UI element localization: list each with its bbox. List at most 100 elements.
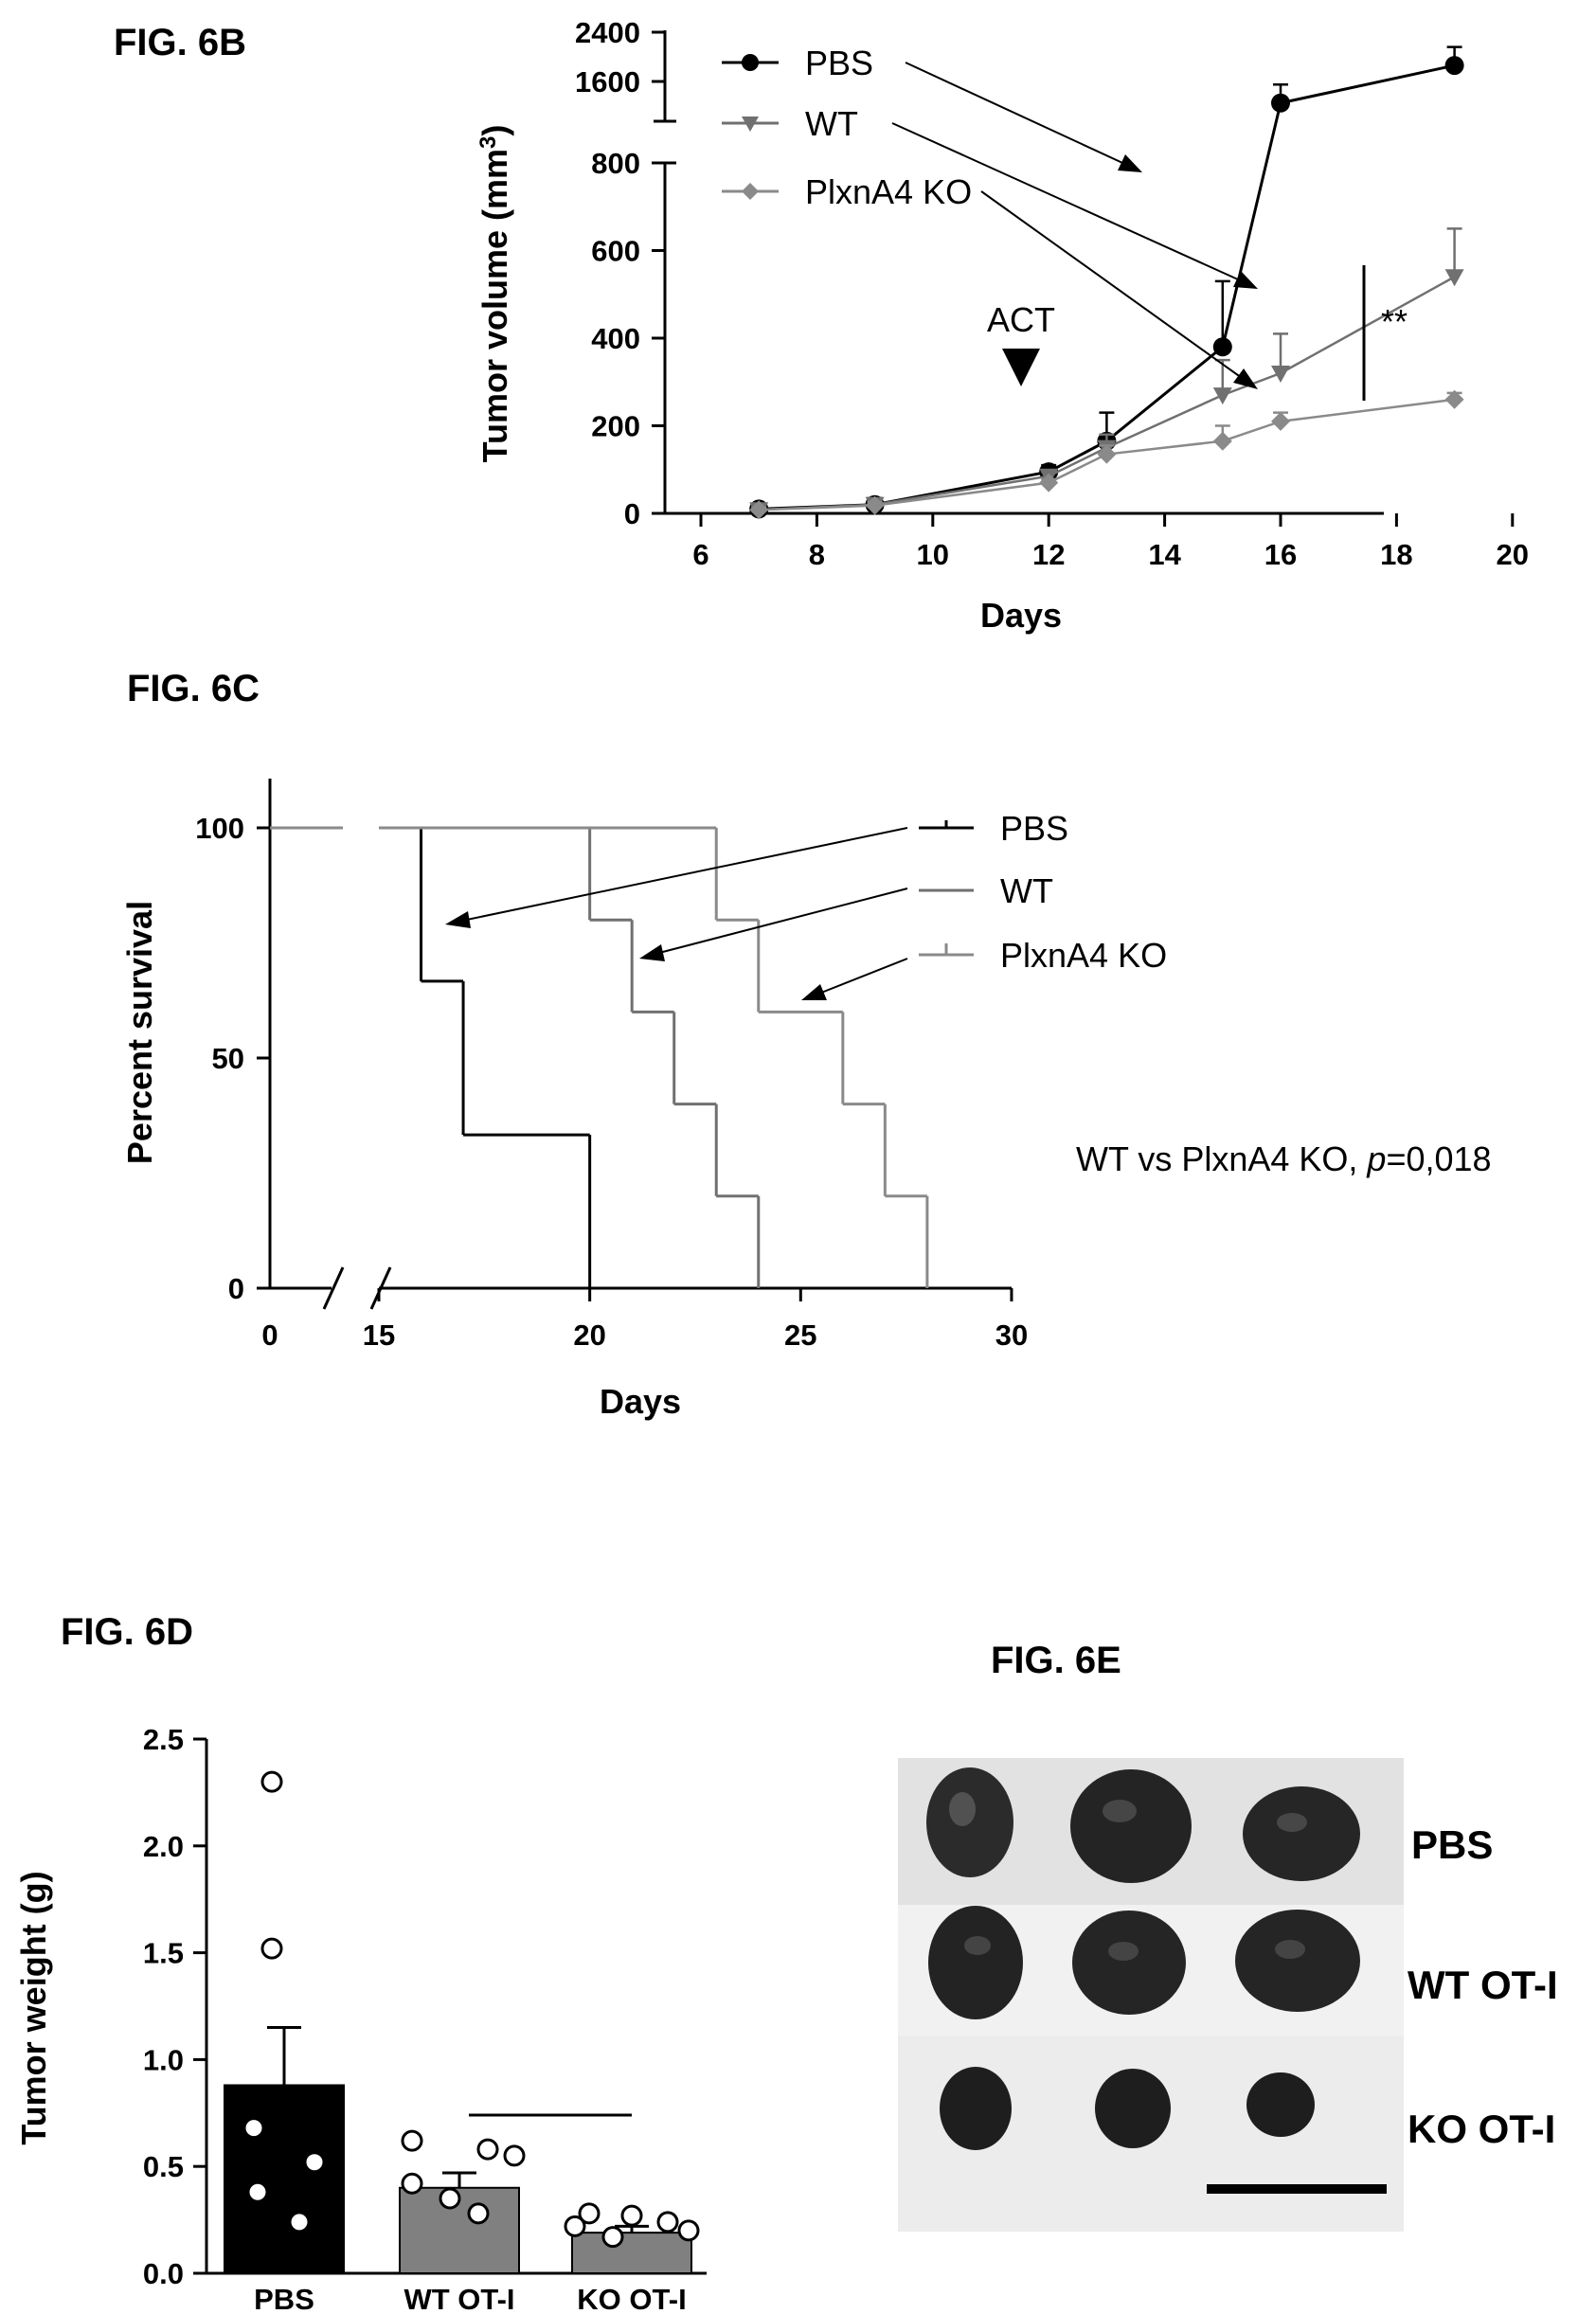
series-line-plxna4-ko [1280,398,1455,423]
y-tick-label: 1.0 [143,2043,184,2076]
data-point [303,2151,326,2174]
series-line-pbs [1280,63,1455,105]
data-point [656,2211,679,2233]
y-tick-label: 0.0 [143,2257,184,2290]
data-point [677,2219,700,2242]
legend-arrowhead [801,984,827,1000]
y-tick-label: 2400 [575,16,640,49]
legend-pointer-pbs [461,827,908,922]
data-point [578,2202,601,2225]
y-tick-label: 800 [591,147,640,180]
legend-label-wt: WT [1000,871,1053,910]
data-point-wt [1444,269,1464,287]
photo-row-label-wt: WT OT-I [1408,1963,1558,2007]
fig-6b-series [749,45,1464,520]
tumor-image [1072,1910,1186,2015]
fig-6c-y-title: Percent survival [120,901,159,1164]
fig-6b-legend: PBS WT PlxnA4 KO [722,44,1258,389]
fig-6c-series [270,826,929,1288]
series-line-plxna4-ko [874,481,1049,507]
y-tick-label: 600 [591,235,640,268]
tumor-highlight [964,1936,991,1955]
bar-pbs [224,2084,345,2274]
data-point [242,2117,265,2140]
x-tick-label: WT OT-I [403,2283,514,2314]
legend-label-pbs: PBS [805,44,873,82]
data-point-plxna4-ko [1444,389,1464,409]
data-point [260,1937,283,1960]
legend-arrowhead [1118,154,1142,172]
y-tick-label: 1.5 [143,1937,184,1970]
x-tick-label: 0 [261,1318,278,1352]
data-point-plxna4-ko [1212,431,1232,451]
fig-6d-bars: PBS WT OT-I KO OT-I [224,1770,700,2314]
data-point [601,2226,624,2249]
data-point-wt [1271,366,1290,383]
legend-arrowhead [1233,271,1258,289]
y-tick-label: 400 [591,322,640,355]
x-tick-label: KO OT-I [577,2283,686,2314]
tumor-image [1246,2072,1315,2137]
y-tick-label: 50 [212,1042,244,1075]
fig-6d-y-title: Tumor weight (g) [14,1871,53,2144]
fig-6e-label: FIG. 6E [991,1640,1121,1681]
y-tick-label: 2.5 [143,1723,184,1756]
legend-pointer-wt [655,888,908,955]
data-point [401,2172,423,2195]
data-point-plxna4-ko [1039,473,1059,493]
act-annotation: ACT [987,300,1055,339]
legend-pointer-wt [891,122,1249,285]
data-point [401,2129,423,2152]
series-line-pbs [1105,346,1224,442]
legend-marker-wt [742,117,759,132]
x-tick-label: 18 [1380,538,1412,571]
x-tick-label: 8 [809,538,825,571]
data-point-plxna4-ko [1271,411,1290,431]
x-tick-label: 14 [1148,538,1181,571]
series-line-wt [1105,393,1224,449]
axis-break-mark [369,1266,392,1310]
data-point-wt [1212,387,1232,405]
fig-6b-y-title: Tumor volume (mm3) [475,125,514,463]
tumor-highlight [1277,1813,1307,1832]
bar-ko-ot-i [571,2232,692,2274]
legend-pointer-ko [980,190,1249,384]
tumor-highlight [1103,1800,1137,1822]
legend-arrowhead [1233,368,1258,389]
legend-label-pbs: PBS [1000,809,1068,848]
series-line-plxna4-ko [759,504,875,511]
data-point-pbs [1444,56,1464,76]
x-tick-label: 20 [573,1318,605,1352]
data-point [246,2180,269,2203]
x-tick-label: 6 [692,538,708,571]
x-tick-label: 12 [1032,538,1065,571]
fig-6d-ticks: 0.0 0.5 1.0 1.5 2.0 2.5 [143,1723,206,2290]
fig-6b-label: FIG. 6B [114,22,246,63]
fig-6c: FIG. 6C 0 15 20 25 30 0 50 100 Days Percent sur… [120,668,1492,1421]
data-point-plxna4-ko [865,495,885,515]
y-tick-label: 1600 [575,65,640,99]
data-point [288,2211,311,2233]
series-line-pbs [1221,102,1282,348]
data-point-pbs [1212,337,1232,357]
act-arrowhead [1002,349,1040,386]
tumor-image [1070,1769,1192,1883]
data-point [439,2187,461,2210]
fig-6c-label: FIG. 6C [127,668,260,709]
y-tick-label: 100 [195,812,244,845]
tumor-image [1235,1910,1360,2012]
x-tick-label: 15 [363,1318,395,1352]
data-point [620,2204,643,2227]
fig-6b-x-title: Days [980,596,1062,635]
tumor-image [1243,1786,1360,1881]
tumor-highlight [949,1792,976,1826]
fig-6b: FIG. 6B 6 8 10 12 14 16 18 20020040060080016002… [114,16,1529,635]
y-tick-label: 0 [228,1272,244,1305]
y-tick-label: 200 [591,410,640,443]
legend-arrowhead [639,944,665,961]
data-point-plxna4-ko [749,500,769,520]
series-line-plxna4-ko [1106,439,1223,456]
data-point-plxna4-ko [1097,444,1117,464]
x-tick-label: 20 [1497,538,1529,571]
